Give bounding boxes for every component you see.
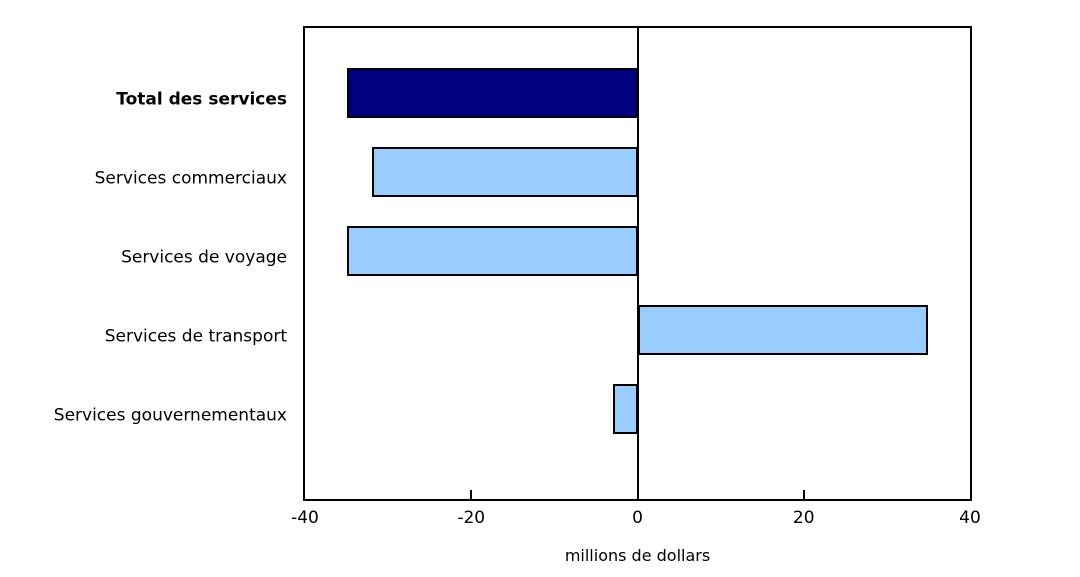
- x-tick-label: -20: [457, 508, 486, 528]
- x-tick-label: 20: [792, 508, 815, 528]
- bar: [637, 305, 929, 355]
- plot-area: [303, 26, 972, 501]
- bar: [346, 68, 638, 118]
- category-label: Services commerciaux: [94, 168, 287, 189]
- bar: [612, 384, 638, 434]
- x-tick-label: 40: [959, 508, 981, 528]
- x-axis-title: millions de dollars: [564, 546, 711, 565]
- category-label: Services gouvernementaux: [53, 405, 287, 426]
- bar: [371, 147, 638, 197]
- category-label: Services de transport: [104, 326, 287, 347]
- category-label: Services de voyage: [121, 247, 287, 268]
- x-tick-label: -40: [291, 508, 319, 528]
- x-tick-mark: [802, 490, 805, 499]
- bar: [346, 226, 638, 276]
- x-tick-label: 0: [632, 508, 643, 528]
- x-tick-mark: [470, 490, 473, 499]
- zero-axis-line: [636, 28, 639, 499]
- category-label: Total des services: [116, 89, 287, 110]
